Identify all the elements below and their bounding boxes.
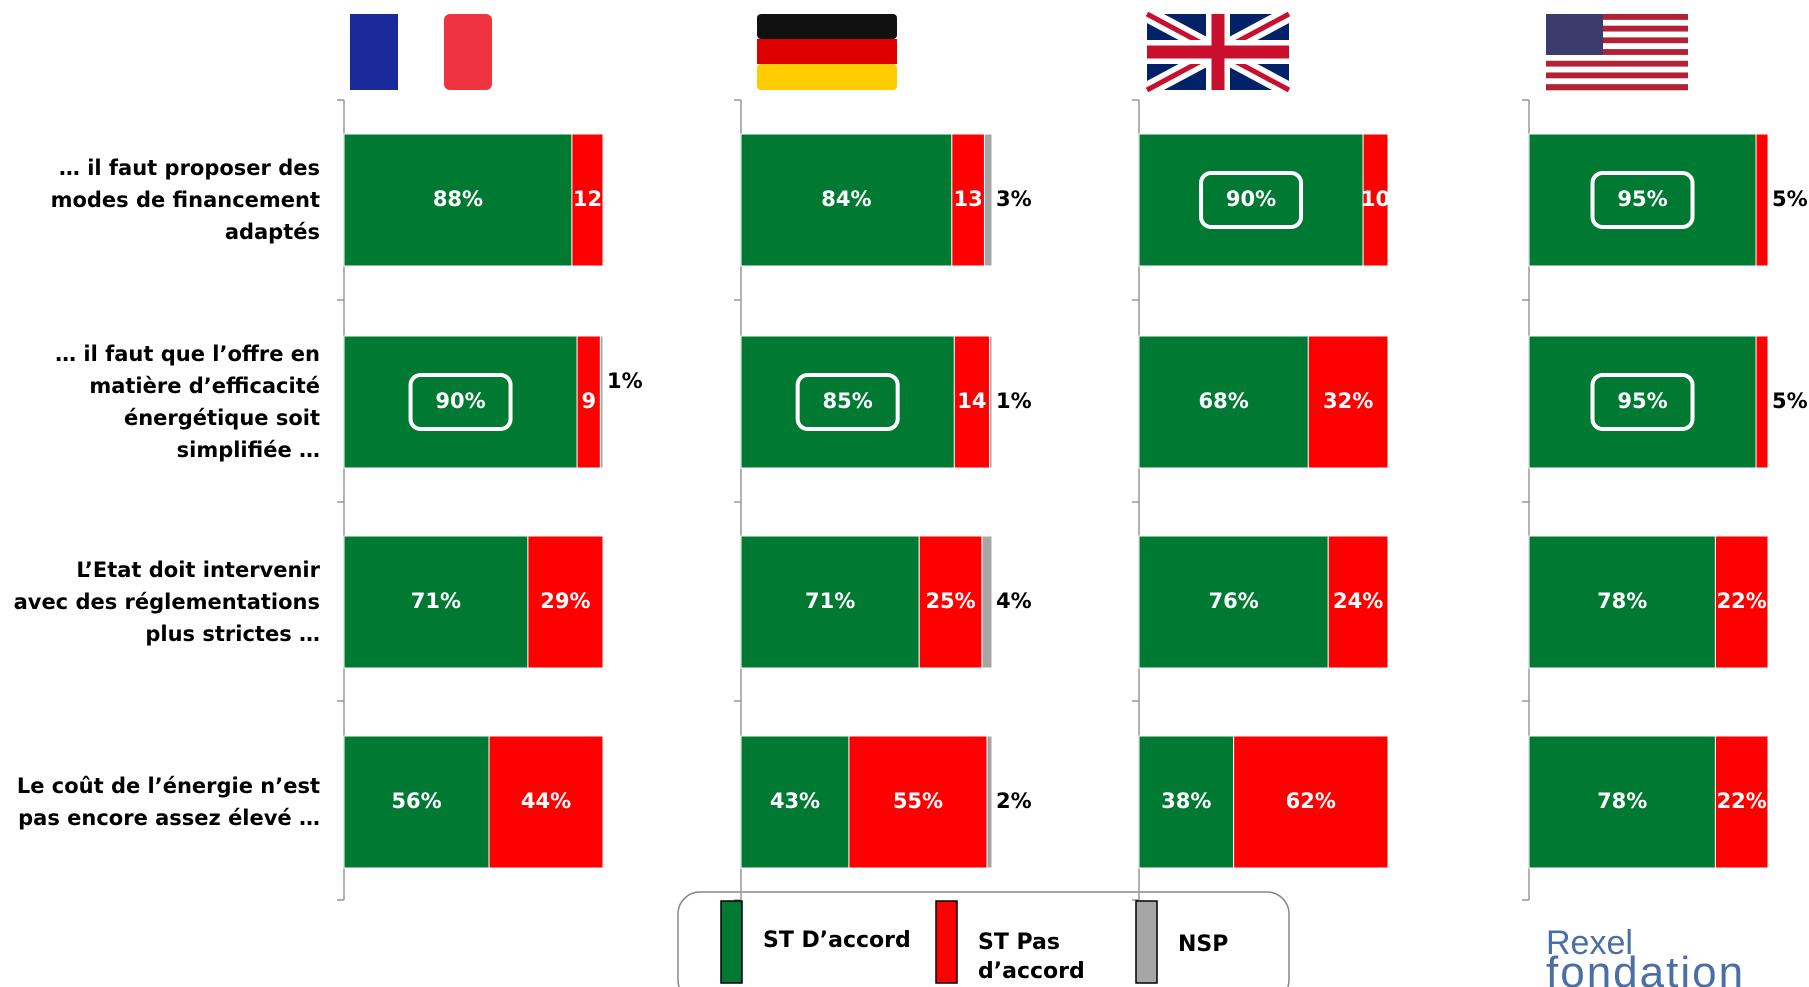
bar-segment [599,335,604,469]
data-label: 95% [1617,187,1667,211]
data-label: 84% [821,187,871,211]
data-label: 32% [1323,389,1373,413]
bar-segment [740,535,920,669]
data-label: 1% [607,369,643,393]
data-label: 76% [1208,589,1258,613]
bar-segment [1138,335,1309,469]
flag-uk [1143,6,1293,98]
category-label: Le coût de l’énergie n’est pas encore as… [16,774,320,830]
bar-segment [343,335,578,469]
bar-segment [488,735,604,869]
highlight-box [1590,171,1695,229]
bar-segment [918,535,983,669]
data-label: 56% [391,789,441,813]
data-label: 38% [1161,789,1211,813]
data-label: 3% [996,187,1032,211]
legend-label: ST D’accord [763,928,911,953]
data-label: 78% [1597,789,1647,813]
bar-segment [343,535,529,669]
bar-segment [1138,133,1364,267]
bar-segment [988,335,993,469]
bar-segment [1714,535,1769,669]
bar-segment [571,133,604,267]
bar-segment [1528,535,1716,669]
highlight-box [1590,373,1695,431]
legend-swatch [1135,900,1158,984]
data-label: 5% [1772,187,1808,211]
data-label: 13 [954,187,983,211]
data-label: 29% [540,589,590,613]
highlight-box [408,373,513,431]
logo-text: Rexel [1546,924,1633,962]
bar-segment [1233,735,1389,869]
data-label: 90% [435,389,485,413]
bar-segment [740,735,850,869]
logo: Rexel fondation [1546,924,1746,987]
highlight-box [795,373,900,431]
bar-segment [1714,735,1769,869]
category-label: … il faut proposer des modes de financem… [50,156,320,244]
bar-segment [527,535,604,669]
bar-segment [1362,133,1389,267]
bar-segment [983,133,993,267]
bar-segment [986,735,993,869]
legend-swatch [720,900,743,984]
data-label: 85% [823,389,873,413]
data-label: 24% [1333,589,1383,613]
legend-label: ST Pas d’accord [978,930,1085,984]
bar-segment [981,535,993,669]
bar-segment [740,335,955,469]
bar-segment [1307,335,1389,469]
legend-label: NSP [1178,932,1229,957]
data-label: 22% [1717,789,1767,813]
bar-segment [1138,735,1235,869]
legend-swatch [935,900,958,984]
data-label: 10 [1361,187,1390,211]
data-label: 88% [433,187,483,211]
data-label: 1% [996,389,1032,413]
data-label: 62% [1286,789,1336,813]
bar-segment [848,735,988,869]
bar-segment [1528,735,1716,869]
bar-segment [1327,535,1389,669]
data-label: 43% [770,789,820,813]
flag-usa [1546,14,1688,91]
data-label: 25% [925,589,975,613]
data-label: 55% [893,789,943,813]
data-label: 71% [805,589,855,613]
data-label: 9 [581,389,596,413]
bar-segment [740,133,953,267]
highlight-box [1199,171,1304,229]
data-label: 71% [411,589,461,613]
data-label: 22% [1717,589,1767,613]
bar-segment [343,735,490,869]
data-label: 95% [1617,389,1667,413]
bar-segment [1755,335,1769,469]
logo-text: fondation [1546,948,1746,987]
flag-france [350,14,492,90]
bar-segment [1138,535,1329,669]
data-label: 12 [573,187,602,211]
data-label: 44% [521,789,571,813]
bar-segment [951,133,985,267]
data-label: 90% [1226,187,1276,211]
category-label: … il faut que l’offre en matière d’effic… [55,342,320,462]
category-label: L’Etat doit intervenir avec des réglemen… [13,558,320,646]
data-label: 78% [1597,589,1647,613]
data-label: 2% [996,789,1032,813]
data-label: 5% [1772,389,1808,413]
data-label: 14 [957,389,986,413]
data-label: 4% [996,589,1032,613]
bar-segment [1755,133,1769,267]
data-label: 68% [1199,389,1249,413]
flag-germany [757,14,897,90]
